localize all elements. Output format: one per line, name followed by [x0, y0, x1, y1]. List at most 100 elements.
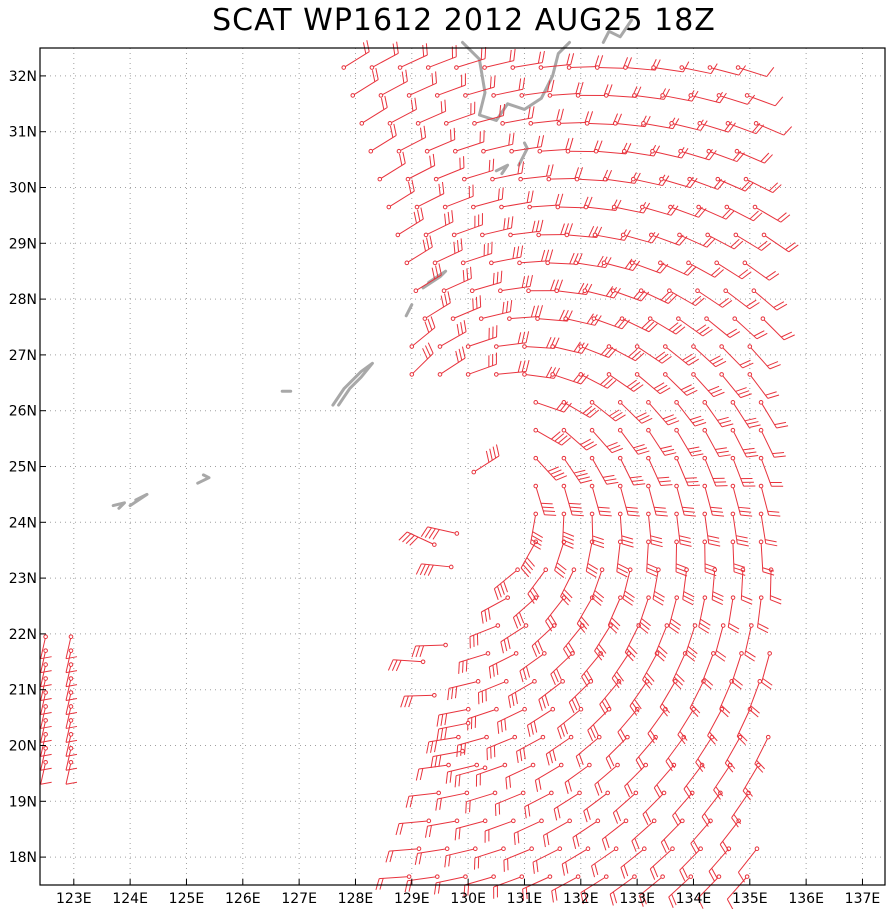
barb-feather	[682, 867, 688, 879]
barb-feather	[622, 543, 634, 548]
barb-feather	[679, 543, 692, 547]
wind-barb	[409, 316, 436, 349]
barb-feather	[689, 449, 702, 454]
barb-feather	[621, 535, 634, 540]
barb-feather	[544, 249, 550, 262]
lon-tick-label: 126E	[225, 891, 261, 907]
barb-feather	[65, 670, 78, 674]
barb-station	[691, 706, 696, 712]
barb-station	[406, 874, 412, 879]
barb-feather	[458, 774, 461, 787]
barb-staff	[447, 764, 477, 773]
barb-station	[341, 65, 347, 70]
barb-feather	[492, 446, 497, 459]
barb-staff	[670, 206, 699, 218]
barb-staff	[688, 262, 716, 278]
barb-feather	[599, 704, 606, 715]
barb-station	[538, 65, 544, 70]
barb-station	[730, 483, 736, 489]
barb-feather	[685, 785, 694, 796]
barb-feather	[545, 366, 553, 378]
barb-feather	[507, 217, 510, 229]
barb-station	[601, 260, 607, 266]
barb-feather	[774, 421, 787, 426]
wind-barb	[747, 372, 780, 399]
barb-feather	[435, 71, 437, 84]
wind-barb	[714, 623, 727, 662]
barb-feather	[578, 167, 583, 179]
barb-staff	[608, 374, 634, 392]
lon-tick-label: 129E	[394, 891, 430, 907]
barb-staff	[593, 318, 623, 330]
barb-feather	[667, 294, 677, 304]
barb-feather	[565, 645, 573, 657]
wind-barb	[589, 400, 626, 422]
barb-feather	[65, 753, 78, 757]
barb-station	[533, 400, 539, 405]
barb-feather	[387, 659, 394, 671]
barb-feather	[601, 700, 609, 712]
barb-staff	[484, 820, 514, 832]
barb-feather	[685, 477, 697, 479]
barb-station	[563, 316, 569, 321]
lon-tick-label: 123E	[56, 891, 92, 907]
barb-staff	[576, 597, 593, 624]
barb-feather	[448, 854, 451, 867]
barb-feather	[605, 836, 610, 849]
barb-feather	[518, 78, 522, 91]
barb-station	[499, 204, 504, 210]
barb-staff	[649, 318, 677, 335]
barb-feather	[736, 539, 749, 543]
barb-station	[528, 121, 534, 126]
barb-feather	[546, 833, 550, 846]
barb-feather	[389, 125, 394, 138]
barb-staff	[591, 457, 608, 485]
barb-station	[758, 539, 764, 545]
barb-feather	[667, 757, 676, 769]
barb-staff	[361, 107, 388, 124]
barb-staff	[524, 792, 552, 808]
barb-feather	[534, 305, 539, 317]
barb-station	[520, 790, 526, 796]
barb-feather	[578, 476, 590, 481]
wind-barb	[378, 69, 408, 98]
barb-station	[753, 121, 759, 126]
barb-feather	[777, 212, 787, 221]
barb-feather	[638, 625, 649, 634]
barb-staff	[65, 636, 72, 659]
wind-barb	[424, 818, 460, 838]
barb-feather	[445, 771, 449, 784]
barb-feather	[757, 240, 768, 249]
barb-staff	[708, 150, 738, 163]
barb-feather	[40, 684, 52, 688]
barb-feather	[568, 702, 575, 714]
barb-feather	[626, 648, 636, 658]
wind-barb	[611, 651, 632, 689]
wind-barb	[631, 818, 657, 852]
barb-feather	[489, 448, 493, 461]
barb-feather	[551, 431, 561, 440]
barb-staff	[531, 625, 555, 647]
barb-staff	[474, 115, 504, 124]
wind-barb	[471, 444, 500, 475]
barb-feather	[577, 253, 583, 265]
map-frame	[39, 47, 886, 886]
barb-feather	[521, 331, 526, 344]
barb-feather	[469, 800, 471, 813]
barb-feather	[586, 570, 597, 578]
barb-staff	[704, 429, 720, 457]
barb-feather	[624, 590, 635, 599]
wind-barb	[509, 135, 545, 154]
barb-feather	[699, 622, 710, 630]
barb-feather	[532, 587, 540, 598]
barb-feather	[586, 407, 596, 416]
lon-tick-label: 130E	[450, 891, 486, 907]
barb-staff	[530, 513, 537, 544]
barb-feather	[555, 193, 560, 206]
barb-feather	[620, 728, 627, 740]
barb-feather	[697, 897, 704, 909]
barb-feather	[580, 438, 591, 446]
coastline-yakushima	[494, 163, 510, 176]
barb-feather	[529, 590, 538, 601]
